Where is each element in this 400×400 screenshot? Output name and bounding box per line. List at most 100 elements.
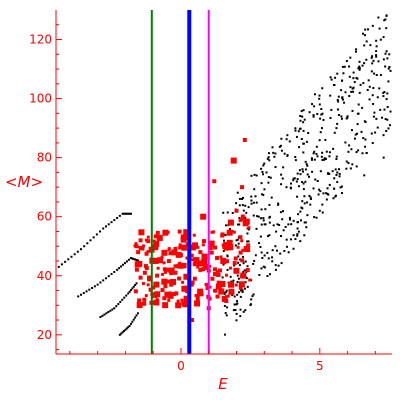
cloud-point [274, 268, 277, 271]
cloud-point [355, 165, 358, 168]
red-point [215, 283, 222, 290]
red-point [171, 249, 178, 256]
cloud-point [222, 250, 225, 253]
curve-point [89, 239, 92, 242]
cloud-point [318, 139, 321, 142]
cloud-point [343, 101, 346, 104]
red-point [146, 283, 150, 287]
cloud-point [385, 50, 388, 53]
cloud-point [340, 117, 343, 120]
cloud-point [378, 87, 381, 90]
cloud-point [386, 92, 389, 95]
cloud-point [333, 187, 336, 190]
cloud-point [346, 116, 349, 119]
red-point [162, 229, 169, 236]
cloud-point [268, 216, 271, 219]
cloud-point [275, 230, 278, 233]
red-point [244, 246, 251, 253]
cloud-point [236, 300, 239, 303]
y-axis-label: <M> [5, 173, 43, 191]
cloud-point [320, 127, 323, 130]
cloud-point [359, 83, 362, 86]
cloud-point [387, 127, 390, 130]
cloud-point [371, 62, 374, 65]
cloud-point [352, 90, 355, 93]
red-point [177, 262, 184, 269]
red-point [166, 259, 171, 264]
curve-point [129, 257, 132, 260]
red-point [194, 293, 198, 297]
curve-point [82, 292, 85, 295]
cloud-point [286, 245, 289, 248]
cloud-point [341, 97, 344, 100]
cloud-point [271, 260, 274, 263]
cloud-point [280, 235, 283, 238]
red-point [166, 230, 170, 234]
red-point [212, 179, 217, 184]
y-tick-label: 60 [37, 210, 52, 224]
cloud-point [302, 188, 305, 191]
cloud-point [266, 251, 269, 254]
cloud-point [262, 193, 265, 196]
red-point [163, 284, 168, 289]
cloud-point [364, 120, 367, 123]
cloud-point [313, 93, 316, 96]
cloud-point [244, 260, 247, 263]
cloud-point [351, 109, 354, 112]
cloud-point [363, 44, 366, 47]
curve-point [96, 283, 99, 286]
cloud-point [338, 172, 341, 175]
cloud-point [273, 155, 276, 158]
cloud-point [292, 177, 295, 180]
curve-point [85, 290, 88, 293]
cloud-point [294, 238, 297, 241]
cloud-point [279, 252, 282, 255]
cloud-point [298, 146, 301, 149]
cloud-point [355, 48, 358, 51]
red-point [199, 292, 204, 297]
cloud-point [349, 167, 352, 170]
curve-point [136, 312, 139, 315]
cloud-point [352, 71, 355, 74]
cloud-point [301, 181, 304, 184]
red-point [224, 273, 228, 277]
red-point [194, 300, 201, 307]
cloud-point [370, 70, 373, 73]
cloud-point [277, 202, 280, 205]
curve-point [135, 314, 138, 317]
curve-point [79, 293, 82, 296]
curve-point [127, 292, 130, 295]
curve-point [127, 212, 130, 215]
cloud-point [260, 208, 263, 211]
cloud-point [243, 287, 246, 290]
cloud-point [367, 28, 370, 31]
cloud-point [267, 176, 270, 179]
cloud-point [251, 295, 254, 298]
red-point [178, 245, 183, 250]
cloud-point [319, 170, 322, 173]
red-point [238, 250, 243, 255]
cloud-point [384, 118, 387, 121]
cloud-point [306, 173, 309, 176]
cloud-point [235, 312, 238, 315]
cloud-point [255, 201, 258, 204]
cloud-point [270, 196, 273, 199]
cloud-point [250, 199, 253, 202]
cloud-point [335, 158, 338, 161]
red-point [201, 258, 206, 263]
cloud-point [366, 88, 369, 91]
cloud-point [382, 91, 385, 94]
red-point [215, 270, 219, 274]
cloud-point [336, 122, 339, 125]
cloud-point [296, 233, 299, 236]
red-point [208, 240, 215, 247]
cloud-point [383, 19, 386, 22]
curve-point [121, 331, 124, 334]
cloud-point [340, 115, 343, 118]
red-point [208, 285, 212, 289]
cloud-point [340, 185, 343, 188]
red-point [161, 278, 168, 285]
cloud-point [239, 295, 242, 298]
red-point [213, 267, 218, 272]
